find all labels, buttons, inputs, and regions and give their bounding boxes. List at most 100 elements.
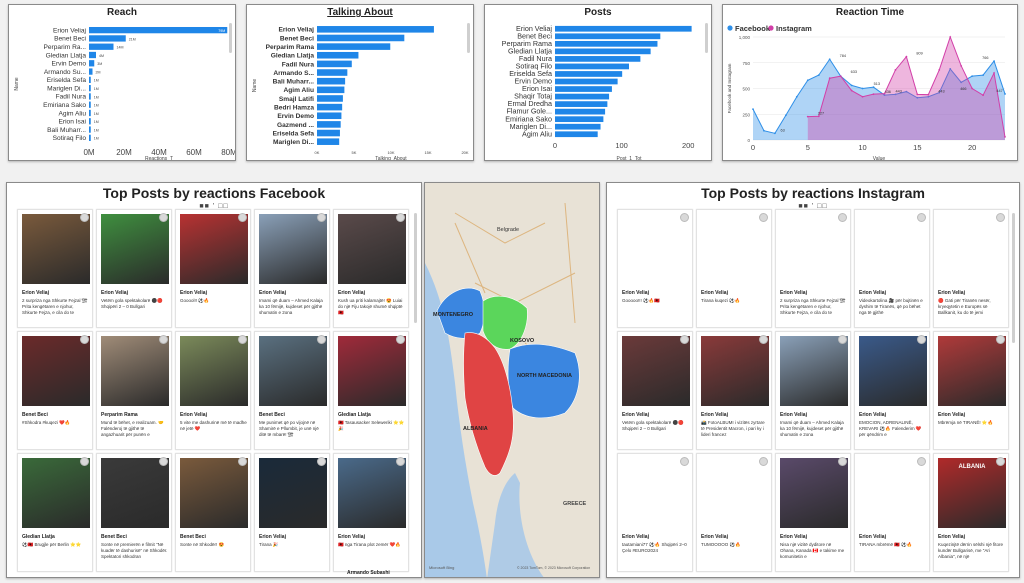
post-image[interactable] <box>259 458 327 528</box>
post-image[interactable] <box>338 336 406 406</box>
talking-about-title: Talking About <box>327 7 393 18</box>
post-card[interactable]: Benet Beci Me punimet që po vijojnë në Sh… <box>254 331 330 450</box>
post-image[interactable] <box>701 336 769 406</box>
post-card[interactable]: Erion Veliaj Vetëm gola spektakolarë ⚫🔴 S… <box>96 209 172 328</box>
post-card[interactable]: Erion Veliaj Mbrëmja në TIRANË! ⭐🔥 <box>933 331 1009 450</box>
post-card[interactable]: Gledian Llatja ⚽🇦🇱 Brugjle për Berlin ⭐⭐ <box>17 453 93 572</box>
post-card[interactable]: Erion Veliaj Gooooo!!! ⚽🔥🇦🇱 <box>617 209 693 328</box>
tick-label: 0K <box>315 150 320 155</box>
reach-chart-panel[interactable]: Reach Name Erion Veliaj 79M Benet Beci 21M Pe… <box>8 4 236 161</box>
category-label: Agim Aliu <box>283 87 314 94</box>
data-label: 1M <box>94 95 99 99</box>
post-image[interactable]: ALBANIA <box>938 458 1006 528</box>
post-card[interactable]: Erion Veliaj Gooool!! ⚽🔥 <box>175 209 251 328</box>
bar <box>89 60 95 67</box>
post-text: Videokartolina 🎥 për bujtinën e dyshim t… <box>859 298 923 315</box>
post-card[interactable]: ALBANIA Erion Veliaj Kuqezinjtë dërrin sël… <box>933 453 1009 572</box>
post-image[interactable] <box>180 336 248 406</box>
post-card[interactable]: Erion Veliaj 🇦🇱 nga Tirana plot zemër ❤️🔥 <box>333 453 409 572</box>
bar <box>317 43 391 50</box>
profile-avatar-icon <box>159 213 168 222</box>
post-card[interactable]: Erion Veliaj Tirana 🎉 <box>254 453 330 572</box>
data-label: 14M <box>117 46 124 50</box>
post-card[interactable]: Erion Veliaj Imami që duam – Ahmed Kalaja… <box>775 331 851 450</box>
talking-about-panel[interactable]: Talking About Name Erion Veliaj Benet Beci… <box>246 4 474 161</box>
post-image[interactable] <box>22 214 90 284</box>
scrollbar[interactable] <box>467 23 470 53</box>
profile-avatar-icon <box>838 457 847 466</box>
post-card[interactable]: Erion Veliaj TIRANA mbrëmë 🇦🇱 ⚽🔥 <box>854 453 930 572</box>
post-author: Erion Veliaj <box>701 534 728 540</box>
post-card[interactable]: Erion Veliaj Tirana kuqezi ⚽🔥 <box>696 209 772 328</box>
post-card[interactable]: Erion Veliaj 2 surpriza nga Shkurte Fejza… <box>775 209 851 328</box>
post-image[interactable] <box>622 336 690 406</box>
post-image[interactable] <box>780 336 848 406</box>
post-image[interactable] <box>101 458 169 528</box>
post-author: Perparim Rama <box>101 412 138 418</box>
scrollbar[interactable] <box>1012 213 1015 343</box>
post-image[interactable] <box>101 336 169 406</box>
bar <box>89 126 91 133</box>
bar <box>89 26 228 34</box>
post-card[interactable]: Gledian Llatja 🇦🇱 Tasausacker Seleweriki … <box>333 331 409 450</box>
post-card[interactable]: Erion Veliaj 🔴 Gati për Tiranën nesër, kr… <box>933 209 1009 328</box>
post-image[interactable] <box>259 336 327 406</box>
post-card[interactable]: Erion Veliaj Nisa një vizitë dyditore në … <box>775 453 851 572</box>
post-author: Erion Veliaj <box>859 534 886 540</box>
data-label: 809 <box>916 52 922 56</box>
data-label: 443 <box>896 89 902 93</box>
post-image[interactable] <box>780 458 848 528</box>
post-image[interactable] <box>859 336 927 406</box>
category-label: Eriselda Sefa <box>273 130 315 137</box>
post-card[interactable]: Erion Veliaj Imami që duam – Ahmed Kalaja… <box>254 209 330 328</box>
scrollbar[interactable] <box>705 23 708 53</box>
post-image[interactable] <box>938 336 1006 406</box>
post-text: Me punimet që po vijojnë në Shamirë e Pl… <box>259 420 319 437</box>
post-text: Tirana kuqezi ⚽🔥 <box>701 298 741 303</box>
post-image[interactable] <box>180 458 248 528</box>
post-card[interactable]: Erion Veliaj TUMOOOOO ⚽🔥 <box>696 453 772 572</box>
post-card[interactable]: Erion Veliaj Videokartolina 🎥 për bujtinë… <box>854 209 930 328</box>
map-panel[interactable]: Belgrade MONTENEGRO KOSOVO NORTH MACEDON… <box>424 182 600 578</box>
category-label: Ervin Demo <box>52 61 87 68</box>
post-text: 📸 FotoALBUMI i vizitës zyrtare të Presid… <box>701 420 765 437</box>
map-label-montenegro: MONTENEGRO <box>433 312 474 318</box>
post-image[interactable] <box>180 214 248 284</box>
post-card[interactable]: Erion Veliaj tautamiani77 ⚽🔥 Shqipëri 2–0… <box>617 453 693 572</box>
y-tick-label: 750 <box>742 61 750 66</box>
post-card[interactable]: Benet Beci #Shkodra #kuqezi ❤️🔥 <box>17 331 93 450</box>
post-card[interactable]: Erion Veliaj 5 vite me dashurinë më të ma… <box>175 331 251 450</box>
post-text: TUMOOOOO ⚽🔥 <box>701 542 741 547</box>
reaction-time-panel[interactable]: Reaction Time Facebook Instagram 0 250 500 75… <box>722 4 1018 161</box>
data-label: 227 <box>818 112 824 116</box>
pager-indicator[interactable]: ■■ ' □□ <box>798 203 828 210</box>
data-label: 2M <box>96 70 101 74</box>
post-text: 🇦🇱 nga Tirana plot zemër ❤️🔥 <box>338 542 401 547</box>
post-card[interactable]: Erion Veliaj Vetëm gola spektakolarë ⚫🔴 S… <box>617 331 693 450</box>
bar <box>555 63 629 70</box>
post-image[interactable] <box>338 458 406 528</box>
post-card[interactable]: Erion Veliaj EMOCION, ADRENALINË, KREVARI… <box>854 331 930 450</box>
post-card[interactable]: Erion Veliaj 2 surpriza nga Shkurte Fejza… <box>17 209 93 328</box>
pager-indicator[interactable]: ■■ ' □□ <box>199 203 229 210</box>
post-image[interactable] <box>22 336 90 406</box>
post-image[interactable] <box>338 214 406 284</box>
post-image[interactable] <box>259 214 327 284</box>
post-author: Benet Beci <box>101 534 127 540</box>
post-card[interactable]: Benet Beci Sonte në premierën e filmit "N… <box>96 453 172 572</box>
scrollbar[interactable] <box>414 213 417 323</box>
post-card[interactable]: Erion Veliaj 📸 FotoALBUMI i vizitës zyrta… <box>696 331 772 450</box>
post-image[interactable] <box>22 458 90 528</box>
scrollbar[interactable] <box>229 23 232 53</box>
posts-panel[interactable]: Posts Erion Veliaj Benet Beci Perparim Ram… <box>484 4 712 161</box>
data-point <box>1004 136 1006 138</box>
data-label: 443 <box>938 89 944 93</box>
post-image[interactable] <box>101 214 169 284</box>
x-tick-label: 0 <box>751 143 755 152</box>
post-card[interactable]: Erion Veliaj Kush ua priti kalamajtë! 😍 L… <box>333 209 409 328</box>
post-card[interactable]: Perparim Rama Mund të bëhet, e realizuam.… <box>96 331 172 450</box>
balkans-map[interactable]: Belgrade MONTENEGRO KOSOVO NORTH MACEDON… <box>425 183 600 578</box>
y-axis-title: Facebook and Instagram <box>727 63 732 113</box>
post-card[interactable]: Benet Beci Sonte në Shkodër! 😍 <box>175 453 251 572</box>
bar <box>317 95 343 102</box>
